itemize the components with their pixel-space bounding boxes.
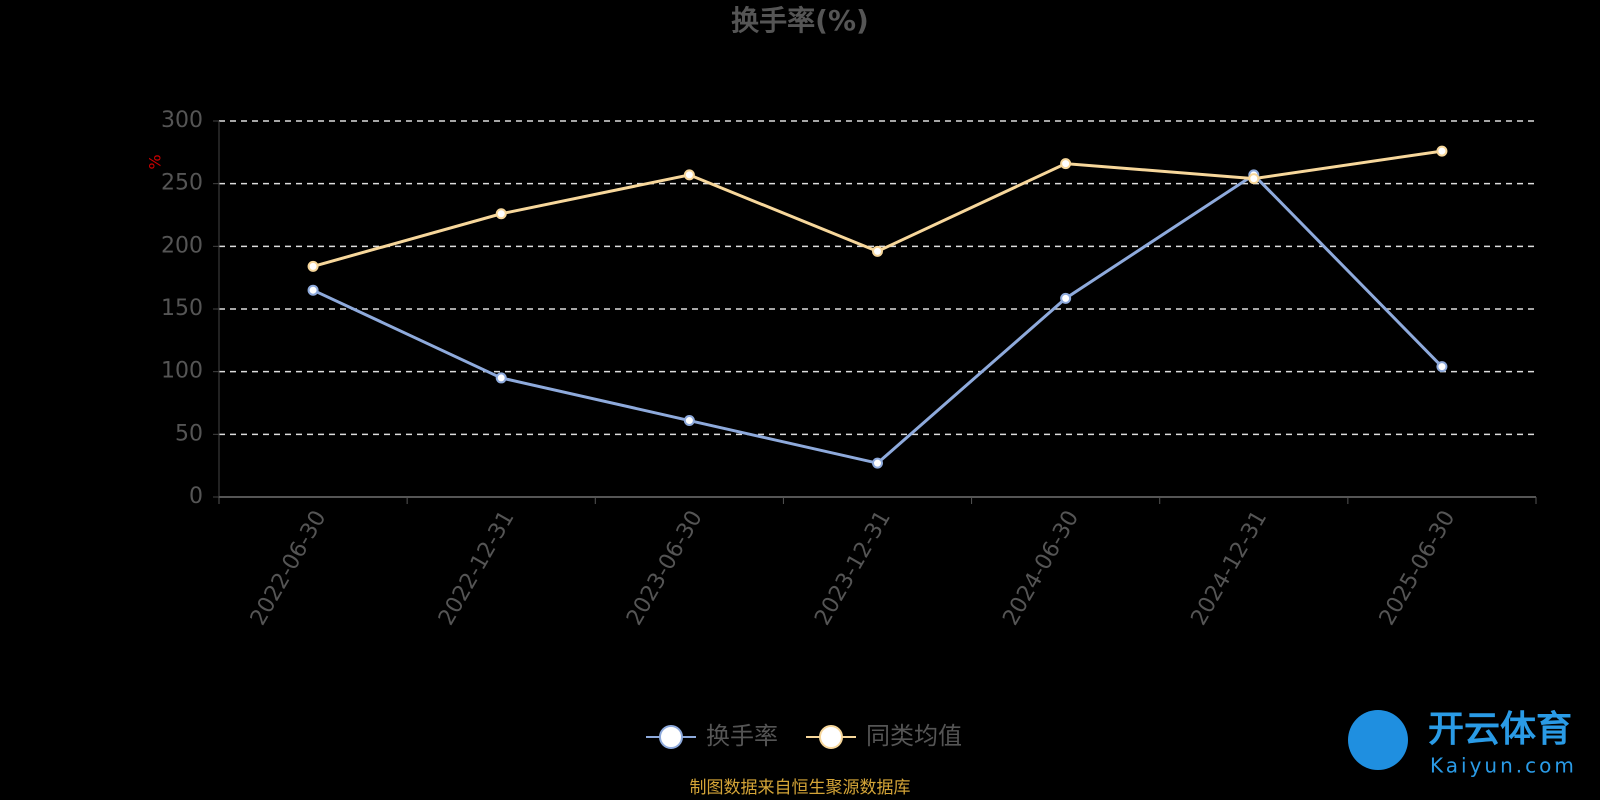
y-tick-label: 150 [161,296,203,321]
y-tick-label: 50 [175,421,203,446]
legend-marker [819,725,843,749]
legend: 换手率 同类均值 [646,722,962,750]
source-note: 制图数据来自恒生聚源数据库 [690,778,911,798]
y-tick-label: 300 [161,108,203,133]
data-point [683,169,695,181]
data-point [495,372,507,384]
data-point [1060,292,1072,304]
y-tick-label: 250 [161,171,203,196]
data-point [872,245,883,257]
data-point [307,284,319,296]
data-point [1248,173,1260,185]
data-point [1060,158,1072,170]
legend-label: 换手率 [706,722,778,750]
chart-title: 换手率(%) [731,4,869,37]
data-point [1436,361,1448,373]
data-point [683,415,695,427]
data-point [872,457,883,469]
watermark-site: Kaiyun.com [1430,754,1577,778]
watermark: 开云体育 Kaiyun.com [1348,709,1577,778]
y-tick-label: 0 [189,484,203,509]
data-point [495,208,507,220]
y-tick-label: 100 [161,359,203,384]
y-tick-label: 200 [161,233,203,258]
y-axis-label: % [146,154,165,169]
data-point [307,260,319,272]
watermark-name: 开云体育 [1428,709,1572,750]
legend-label: 同类均值 [866,722,962,750]
watermark-logo [1348,710,1408,770]
data-point [1436,145,1448,157]
legend-marker [659,725,683,749]
